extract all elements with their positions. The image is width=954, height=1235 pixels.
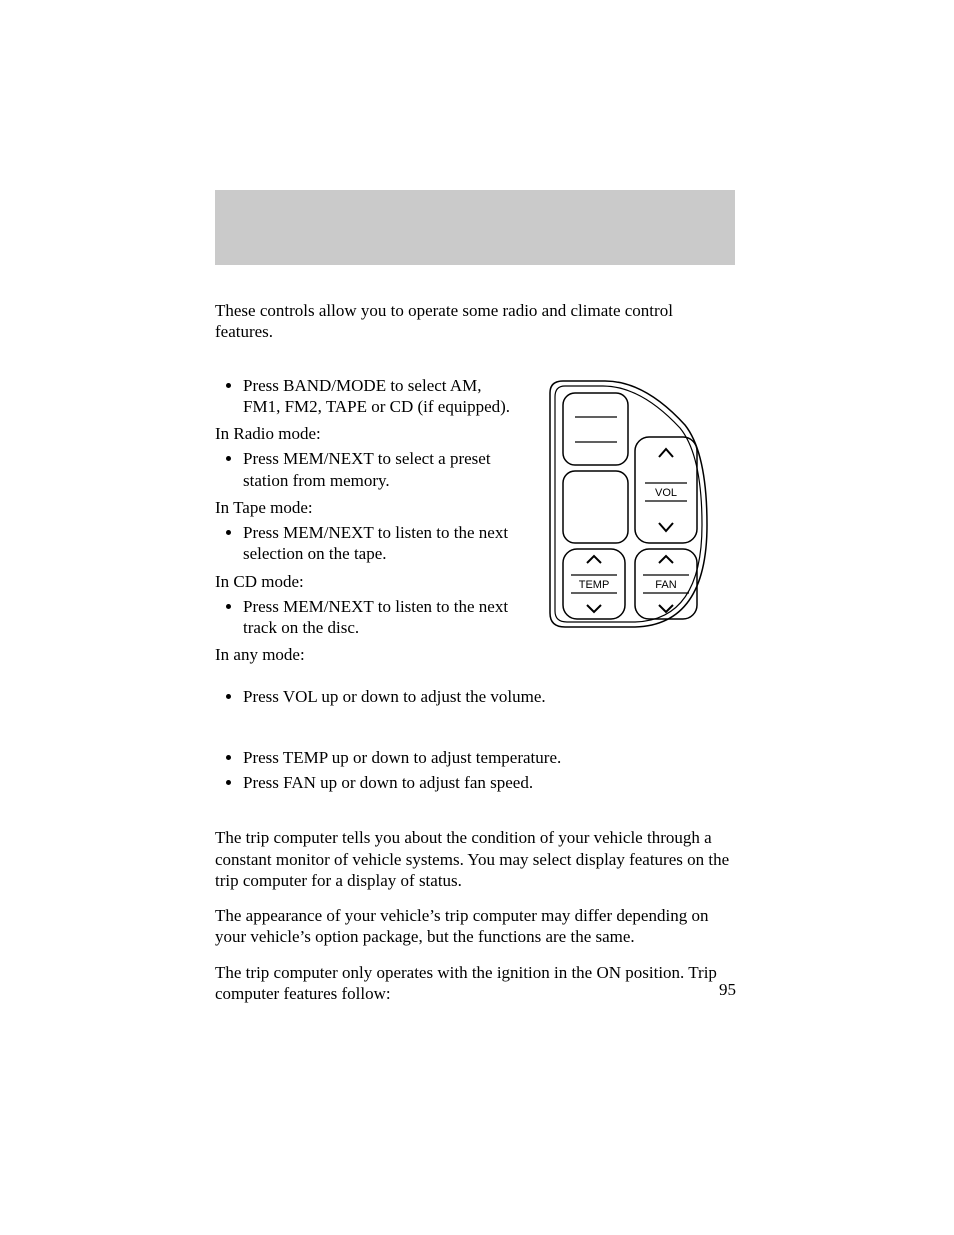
- bullet-list: Press TEMP up or down to adjust temperat…: [215, 747, 735, 794]
- temp-label: TEMP: [579, 579, 610, 591]
- bullet-list: Press MEM/NEXT to listen to the next tra…: [215, 596, 515, 639]
- list-item: Press FAN up or down to adjust fan speed…: [243, 772, 735, 793]
- section-gap: [215, 713, 735, 741]
- page-content: These controls allow you to operate some…: [215, 300, 735, 1018]
- list-item: Press TEMP up or down to adjust temperat…: [243, 747, 735, 768]
- intro-paragraph: These controls allow you to operate some…: [215, 300, 735, 343]
- mode-label-tape: In Tape mode:: [215, 497, 515, 518]
- list-item: Press VOL up or down to adjust the volum…: [243, 686, 735, 707]
- bullet-list: Press BAND/MODE to select AM, FM1, FM2, …: [215, 375, 515, 418]
- top-button-1: [563, 393, 628, 465]
- page-number: 95: [719, 980, 736, 1000]
- document-page: These controls allow you to operate some…: [0, 0, 954, 1235]
- bullet-list: Press MEM/NEXT to select a preset statio…: [215, 448, 515, 491]
- fan-label: FAN: [655, 579, 676, 591]
- temp-up-chevron: [587, 556, 601, 563]
- vol-down-chevron: [659, 523, 673, 531]
- vol-up-chevron: [659, 449, 673, 457]
- trip-paragraph-3: The trip computer only operates with the…: [215, 962, 735, 1005]
- list-item: Press MEM/NEXT to listen to the next sel…: [243, 522, 515, 565]
- mode-label-cd: In CD mode:: [215, 571, 515, 592]
- section-gap: [215, 799, 735, 827]
- mode-label-any: In any mode:: [215, 644, 515, 665]
- audio-section: Press BAND/MODE to select AM, FM1, FM2, …: [215, 371, 735, 668]
- list-item: Press MEM/NEXT to select a preset statio…: [243, 448, 515, 491]
- audio-text-column: Press BAND/MODE to select AM, FM1, FM2, …: [215, 371, 515, 668]
- vol-label: VOL: [655, 487, 677, 499]
- bullet-list: Press VOL up or down to adjust the volum…: [215, 686, 735, 707]
- trip-paragraph-2: The appearance of your vehicle’s trip co…: [215, 905, 735, 948]
- mode-label-radio: In Radio mode:: [215, 423, 515, 444]
- bullet-list: Press MEM/NEXT to listen to the next sel…: [215, 522, 515, 565]
- top-button-2: [563, 471, 628, 543]
- list-item: Press BAND/MODE to select AM, FM1, FM2, …: [243, 375, 515, 418]
- trip-paragraph-1: The trip computer tells you about the co…: [215, 827, 735, 891]
- steering-control-diagram: VOL TEMP FAN: [535, 375, 715, 668]
- controls-svg: VOL TEMP FAN: [535, 375, 715, 635]
- temp-down-chevron: [587, 605, 601, 612]
- list-item: Press MEM/NEXT to listen to the next tra…: [243, 596, 515, 639]
- header-placeholder-box: [215, 190, 735, 265]
- fan-up-chevron: [659, 556, 673, 563]
